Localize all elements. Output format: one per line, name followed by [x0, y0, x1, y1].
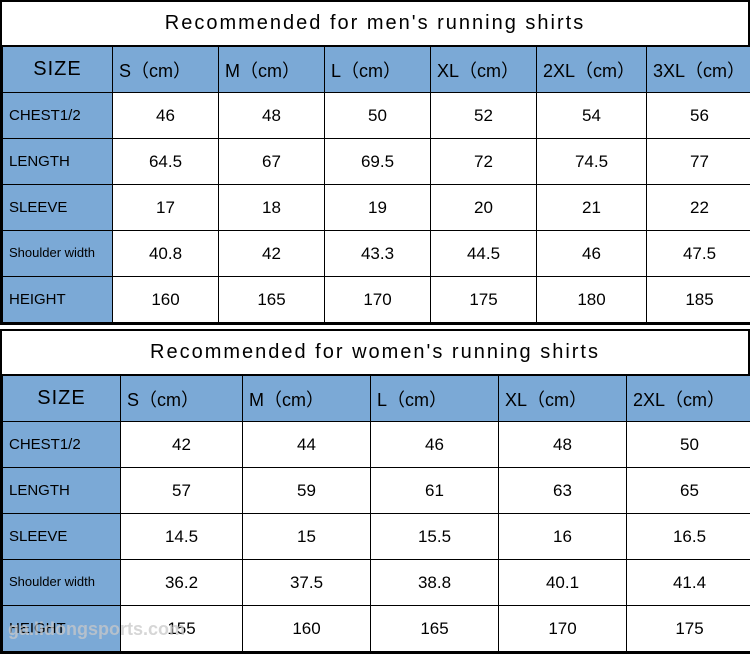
- data-cell: 42: [219, 231, 325, 277]
- column-header: 2XL（cm）: [537, 47, 647, 93]
- row-label: Shoulder width: [3, 560, 121, 606]
- data-cell: 50: [627, 422, 750, 468]
- data-cell: 44: [243, 422, 371, 468]
- data-cell: 46: [113, 93, 219, 139]
- data-cell: 160: [113, 277, 219, 323]
- data-cell: 21: [537, 185, 647, 231]
- column-header: S（cm）: [113, 47, 219, 93]
- row-label: LENGTH: [3, 139, 113, 185]
- row-label: SLEEVE: [3, 514, 121, 560]
- table-row: LENGTH64.56769.57274.577: [3, 139, 750, 185]
- data-cell: 59: [243, 468, 371, 514]
- row-label: CHEST1/2: [3, 93, 113, 139]
- sizing-charts-container: Recommended for men's running shirtsSIZE…: [0, 0, 750, 654]
- data-cell: 64.5: [113, 139, 219, 185]
- data-cell: 72: [431, 139, 537, 185]
- data-cell: 40.1: [499, 560, 627, 606]
- data-cell: 14.5: [121, 514, 243, 560]
- data-cell: 16.5: [627, 514, 750, 560]
- table-row: CHEST1/2464850525456: [3, 93, 750, 139]
- data-table: SIZES（cm）M（cm）L（cm）XL（cm）2XL（cm）3XL（cm）C…: [2, 46, 750, 323]
- row-label: SLEEVE: [3, 185, 113, 231]
- table-row: LENGTH5759616365: [3, 468, 750, 514]
- column-header: XL（cm）: [431, 47, 537, 93]
- data-cell: 57: [121, 468, 243, 514]
- table-row: HEIGHT155160165170175: [3, 606, 750, 652]
- size-header-cell: SIZE: [3, 47, 113, 93]
- data-cell: 47.5: [647, 231, 750, 277]
- row-label: CHEST1/2: [3, 422, 121, 468]
- data-cell: 69.5: [325, 139, 431, 185]
- table-row: Shoulder width36.237.538.840.141.4: [3, 560, 750, 606]
- table-title: Recommended for women's running shirts: [2, 331, 748, 375]
- data-cell: 165: [219, 277, 325, 323]
- data-cell: 38.8: [371, 560, 499, 606]
- data-cell: 48: [219, 93, 325, 139]
- size-header-cell: SIZE: [3, 376, 121, 422]
- table-row: SLEEVE14.51515.51616.5: [3, 514, 750, 560]
- data-cell: 63: [499, 468, 627, 514]
- column-header: L（cm）: [325, 47, 431, 93]
- table-row: SLEEVE171819202122: [3, 185, 750, 231]
- data-cell: 170: [325, 277, 431, 323]
- data-cell: 185: [647, 277, 750, 323]
- data-table: SIZES（cm）M（cm）L（cm）XL（cm）2XL（cm）CHEST1/2…: [2, 375, 750, 652]
- data-cell: 22: [647, 185, 750, 231]
- data-cell: 19: [325, 185, 431, 231]
- data-cell: 54: [537, 93, 647, 139]
- data-cell: 20: [431, 185, 537, 231]
- column-header: 3XL（cm）: [647, 47, 750, 93]
- data-cell: 18: [219, 185, 325, 231]
- row-label: Shoulder width: [3, 231, 113, 277]
- data-cell: 175: [627, 606, 750, 652]
- data-cell: 41.4: [627, 560, 750, 606]
- data-cell: 43.3: [325, 231, 431, 277]
- table-row: HEIGHT160165170175180185: [3, 277, 750, 323]
- column-header: M（cm）: [219, 47, 325, 93]
- data-cell: 15: [243, 514, 371, 560]
- size-table: Recommended for men's running shirtsSIZE…: [0, 0, 750, 325]
- data-cell: 56: [647, 93, 750, 139]
- data-cell: 77: [647, 139, 750, 185]
- row-label: HEIGHT: [3, 606, 121, 652]
- data-cell: 50: [325, 93, 431, 139]
- size-table: Recommended for women's running shirtsSI…: [0, 329, 750, 654]
- column-header: L（cm）: [371, 376, 499, 422]
- data-cell: 17: [113, 185, 219, 231]
- data-cell: 61: [371, 468, 499, 514]
- data-cell: 48: [499, 422, 627, 468]
- data-cell: 170: [499, 606, 627, 652]
- data-cell: 46: [371, 422, 499, 468]
- data-cell: 16: [499, 514, 627, 560]
- row-label: LENGTH: [3, 468, 121, 514]
- data-cell: 175: [431, 277, 537, 323]
- data-cell: 155: [121, 606, 243, 652]
- data-cell: 36.2: [121, 560, 243, 606]
- data-cell: 52: [431, 93, 537, 139]
- table-title: Recommended for men's running shirts: [2, 2, 748, 46]
- data-cell: 180: [537, 277, 647, 323]
- data-cell: 65: [627, 468, 750, 514]
- data-cell: 15.5: [371, 514, 499, 560]
- column-header: S（cm）: [121, 376, 243, 422]
- column-header: XL（cm）: [499, 376, 627, 422]
- column-header: 2XL（cm）: [627, 376, 750, 422]
- data-cell: 165: [371, 606, 499, 652]
- row-label: HEIGHT: [3, 277, 113, 323]
- data-cell: 160: [243, 606, 371, 652]
- table-row: Shoulder width40.84243.344.54647.5: [3, 231, 750, 277]
- column-header: M（cm）: [243, 376, 371, 422]
- data-cell: 67: [219, 139, 325, 185]
- data-cell: 44.5: [431, 231, 537, 277]
- data-cell: 46: [537, 231, 647, 277]
- data-cell: 74.5: [537, 139, 647, 185]
- data-cell: 42: [121, 422, 243, 468]
- data-cell: 40.8: [113, 231, 219, 277]
- data-cell: 37.5: [243, 560, 371, 606]
- table-row: CHEST1/24244464850: [3, 422, 750, 468]
